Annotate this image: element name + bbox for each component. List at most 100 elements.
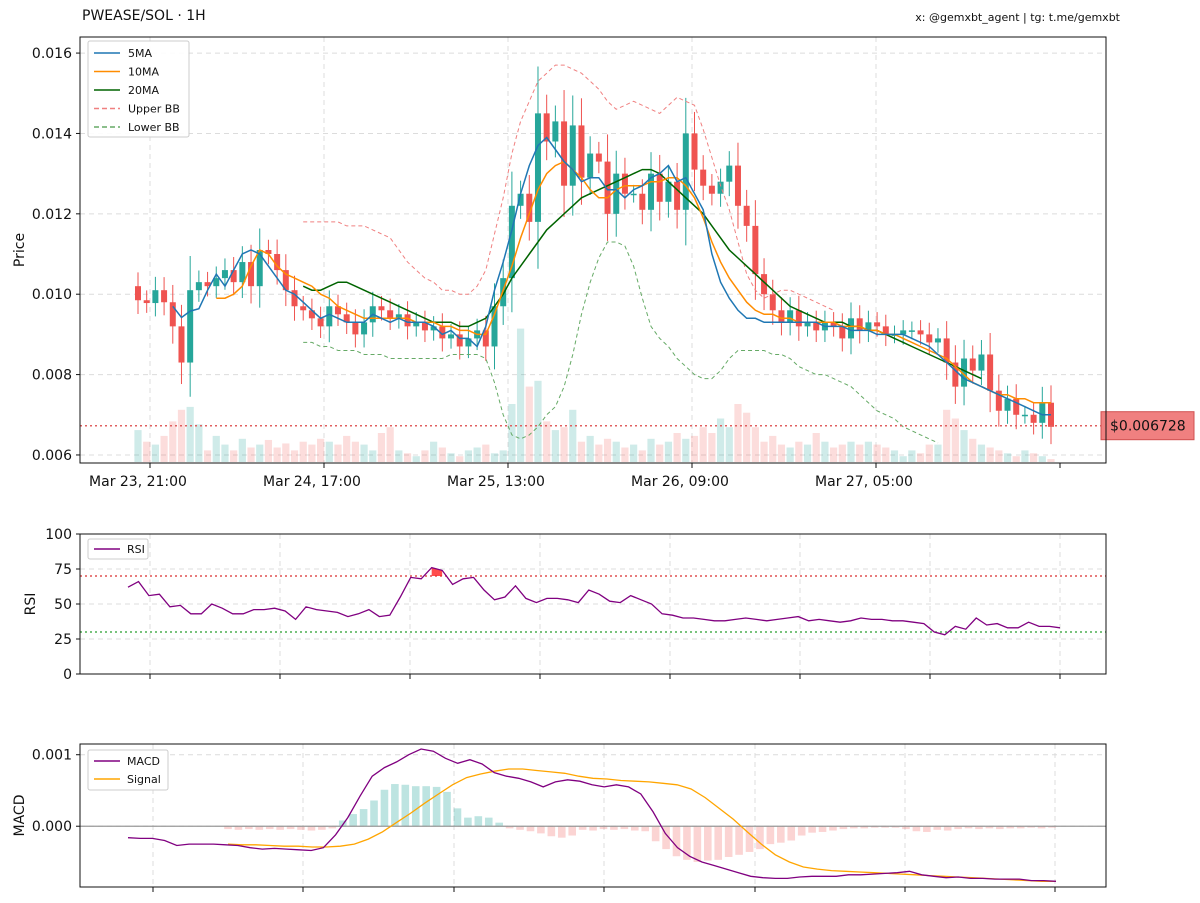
macd-histogram-bar bbox=[850, 826, 858, 829]
macd-histogram-bar bbox=[464, 817, 472, 827]
macd-histogram-bar bbox=[578, 826, 587, 830]
candle-body bbox=[352, 322, 359, 335]
macd-ytick-label: 0.001 bbox=[32, 748, 72, 764]
candle-body bbox=[143, 300, 150, 304]
candle-body bbox=[926, 334, 933, 343]
candle-body bbox=[969, 358, 976, 371]
macd-histogram-bar bbox=[349, 814, 357, 827]
candle-body bbox=[1004, 398, 1011, 411]
price-ylabel: Price bbox=[12, 233, 28, 267]
price-legend-label: Lower BB bbox=[128, 121, 180, 134]
macd-histogram-bar bbox=[338, 820, 347, 827]
price-xtick-label: Mar 25, 13:00 bbox=[447, 474, 545, 490]
volume-bar bbox=[534, 380, 542, 462]
lower-bb-line bbox=[303, 241, 939, 444]
current-price-box bbox=[1100, 411, 1195, 441]
candle-body bbox=[491, 306, 498, 347]
candle-body bbox=[830, 322, 837, 327]
volume-bar bbox=[151, 444, 159, 462]
volume-bar bbox=[438, 447, 446, 462]
macd-histogram-bar bbox=[651, 826, 660, 842]
price-ytick-label: 0.012 bbox=[32, 207, 72, 223]
candle-body bbox=[561, 121, 568, 186]
volume-bar bbox=[395, 450, 403, 462]
upper-bb-line bbox=[303, 64, 834, 311]
candle-body bbox=[291, 290, 298, 307]
candle-body bbox=[630, 193, 637, 196]
candle-body bbox=[439, 326, 446, 339]
volume-bar bbox=[916, 453, 925, 462]
volume-bar bbox=[377, 433, 386, 462]
macd-line bbox=[127, 748, 1057, 882]
volume-bar bbox=[351, 441, 359, 462]
macd-histogram-bar bbox=[245, 826, 253, 830]
macd-histogram-bar bbox=[265, 826, 274, 830]
macd-histogram-bar bbox=[923, 826, 931, 832]
volume-bar bbox=[473, 447, 481, 462]
signal-line bbox=[227, 768, 1056, 882]
volume-bar bbox=[317, 438, 325, 462]
volume-bar bbox=[543, 421, 551, 462]
candle-body bbox=[395, 314, 402, 319]
volume-bar bbox=[899, 456, 907, 462]
candle-body bbox=[178, 326, 185, 363]
candle-body bbox=[482, 330, 489, 347]
volume-bar bbox=[673, 433, 681, 462]
candle-body bbox=[874, 322, 881, 327]
macd-histogram-bar bbox=[380, 789, 389, 827]
candle-body bbox=[517, 193, 524, 206]
macd-histogram-bar bbox=[829, 826, 837, 831]
volume-bar bbox=[1021, 450, 1029, 462]
volume-bar bbox=[282, 443, 290, 462]
volume-bar bbox=[812, 433, 820, 462]
macd-histogram-bar bbox=[391, 784, 399, 827]
candle-body bbox=[674, 181, 681, 210]
macd-histogram-bar bbox=[975, 826, 983, 830]
candle-body bbox=[1030, 414, 1037, 423]
macd-histogram-bar bbox=[1048, 826, 1056, 828]
volume-bar bbox=[734, 404, 742, 462]
volume-bar bbox=[499, 450, 507, 462]
volume-bar bbox=[630, 444, 638, 462]
macd-histogram-bar bbox=[724, 826, 733, 857]
volume-bar bbox=[890, 450, 899, 462]
macd-histogram-bar bbox=[630, 826, 639, 831]
rsi-ylabel: RSI bbox=[23, 593, 39, 616]
volume-bar bbox=[716, 418, 725, 462]
candle-body bbox=[604, 161, 611, 214]
macd-histogram-bar bbox=[495, 822, 503, 827]
volume-bar bbox=[290, 450, 299, 462]
signal-legend-label: Signal bbox=[127, 773, 161, 786]
candle-body bbox=[187, 290, 194, 363]
volume-bar bbox=[430, 441, 438, 462]
current-price-label: $0.006728 bbox=[1110, 419, 1186, 435]
candle-body bbox=[578, 125, 585, 178]
macd-histogram-bar bbox=[881, 826, 889, 828]
macd-histogram-bar bbox=[683, 826, 691, 860]
volume-bar bbox=[725, 427, 733, 462]
ma10-line bbox=[216, 160, 1051, 404]
volume-bar bbox=[256, 444, 264, 462]
macd-histogram-bar bbox=[505, 826, 514, 829]
candle-body bbox=[343, 314, 350, 323]
candle-body bbox=[900, 330, 907, 335]
candle-body bbox=[613, 173, 620, 214]
volume-bar bbox=[647, 438, 655, 462]
candle-body bbox=[265, 250, 272, 255]
volume-bar bbox=[951, 418, 959, 462]
volume-bar bbox=[143, 441, 151, 462]
candle-body bbox=[752, 225, 759, 275]
candle-body bbox=[534, 113, 541, 222]
macd-histogram-bar bbox=[224, 826, 232, 830]
volume-bar bbox=[134, 430, 142, 462]
macd-histogram-bar bbox=[703, 826, 712, 861]
candle-body bbox=[213, 278, 220, 287]
volume-bar bbox=[334, 444, 342, 462]
macd-legend-box bbox=[87, 749, 169, 791]
rsi-legend-label: RSI bbox=[127, 543, 145, 556]
volume-bar bbox=[864, 441, 872, 462]
macd-histogram-bar bbox=[474, 816, 483, 827]
volume-bar bbox=[969, 438, 977, 462]
volume-bar bbox=[560, 427, 568, 462]
